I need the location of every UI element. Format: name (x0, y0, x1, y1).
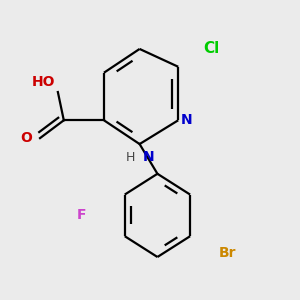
Text: H: H (126, 151, 135, 164)
Text: Br: Br (218, 245, 236, 260)
Text: HO: HO (32, 75, 55, 89)
Text: Cl: Cl (203, 41, 220, 56)
Text: F: F (76, 208, 86, 222)
Text: N: N (181, 113, 193, 127)
Text: O: O (21, 131, 33, 145)
Text: N: N (143, 150, 154, 164)
